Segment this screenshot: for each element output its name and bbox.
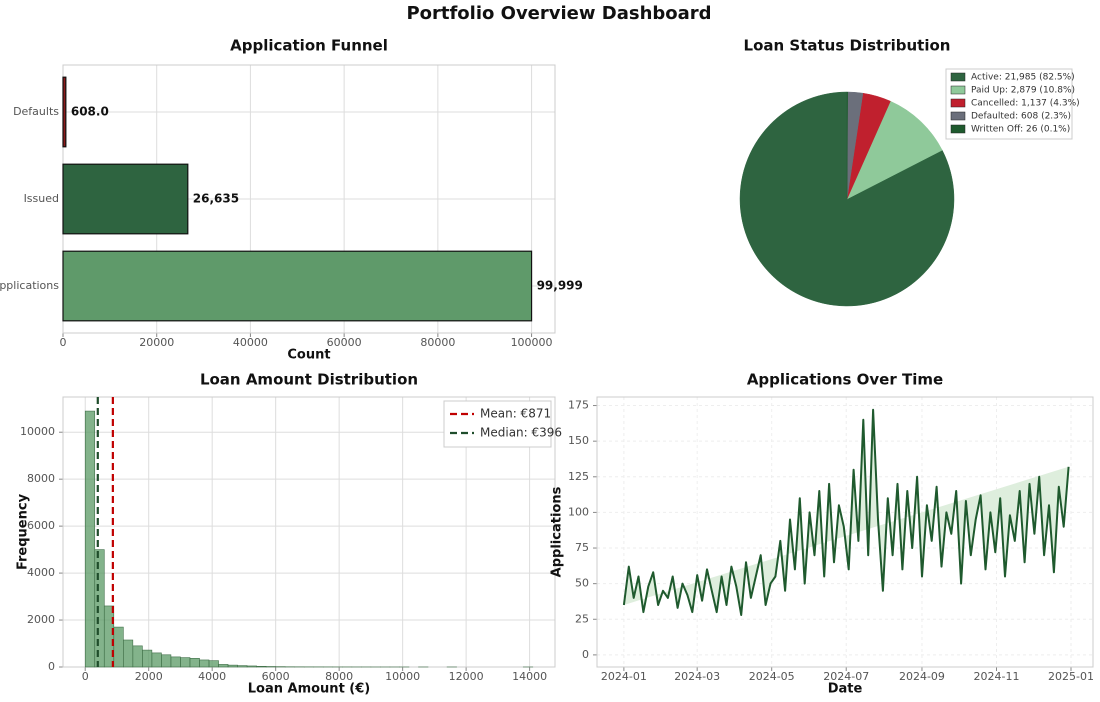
x-tick-label: 60000 <box>327 336 362 349</box>
histogram-bar <box>180 657 191 668</box>
y-tick-label: 10000 <box>20 425 55 438</box>
y-tick-label: 8000 <box>27 472 55 485</box>
pie-slice <box>739 91 955 307</box>
histogram-bar <box>151 652 162 668</box>
x-tick-label: 100000 <box>511 336 553 349</box>
x-tick-label: 8000 <box>325 670 353 683</box>
x-axis-label: Count <box>287 348 330 363</box>
histogram-bar <box>170 656 181 668</box>
x-tick-label: 2024-11 <box>974 670 1020 683</box>
chart-title: Applications Over Time <box>747 371 943 389</box>
x-tick-label: 2024-05 <box>749 670 795 683</box>
y-tick-label: 25 <box>575 612 589 625</box>
x-tick-label: 6000 <box>262 670 290 683</box>
bar <box>62 163 189 235</box>
x-tick-label: 0 <box>82 670 89 683</box>
x-tick-label: 4000 <box>198 670 226 683</box>
histogram-bar <box>227 664 238 668</box>
bar <box>62 76 67 148</box>
histogram-bar <box>161 654 172 668</box>
y-tick-label: 0 <box>48 660 55 673</box>
histogram-bar <box>208 660 219 668</box>
y-tick-label: 125 <box>568 470 589 483</box>
histogram-bar <box>123 639 134 668</box>
legend-swatch <box>950 85 966 95</box>
x-tick-label: 2024-09 <box>899 670 945 683</box>
x-tick-label: 20000 <box>139 336 174 349</box>
legend-label: Cancelled: 1,137 (4.3%) <box>971 99 1080 109</box>
line <box>622 408 1070 616</box>
x-tick-label: 2000 <box>135 670 163 683</box>
x-tick-label: 2024-03 <box>674 670 720 683</box>
y-tick-label: 100 <box>568 505 589 518</box>
legend-label: Median: €396 <box>480 426 562 440</box>
chart-title: Loan Amount Distribution <box>200 371 418 389</box>
x-axis-label: Loan Amount (€) <box>248 682 370 697</box>
histogram-bar <box>142 649 153 668</box>
histogram-bar <box>189 658 200 668</box>
chart-title: Loan Status Distribution <box>744 37 951 55</box>
x-tick-label: 0 <box>60 336 67 349</box>
y-axis-label: Frequency <box>16 493 31 570</box>
histogram-bar <box>237 665 248 668</box>
value-label: 99,999 <box>537 279 583 293</box>
legend-label: Defaulted: 608 (2.3%) <box>971 112 1071 122</box>
x-tick-label: 12000 <box>449 670 484 683</box>
pie-slice <box>846 100 943 200</box>
y-tick-label: 4000 <box>27 566 55 579</box>
histogram-bar <box>103 605 115 668</box>
pie-slice <box>846 91 848 200</box>
y-tick-label: 150 <box>568 434 589 447</box>
histogram-bar <box>218 664 229 668</box>
chart-title: Application Funnel <box>230 37 388 55</box>
x-tick-label: 2025-01 <box>1048 670 1094 683</box>
y-tick-label: Applications <box>0 279 59 292</box>
bar <box>62 250 533 322</box>
x-tick-label: 80000 <box>420 336 455 349</box>
histogram-bar <box>132 645 143 668</box>
x-tick-label: 10000 <box>385 670 420 683</box>
histogram-bar <box>94 549 105 668</box>
y-tick-label: 50 <box>575 577 589 590</box>
legend-label: Active: 21,985 (82.5%) <box>971 73 1075 83</box>
y-tick-label: 2000 <box>27 613 55 626</box>
legend-box <box>945 68 1073 140</box>
legend-box <box>443 400 552 448</box>
y-tick-label: 175 <box>568 399 589 412</box>
legend-label: Mean: €871 <box>480 407 551 421</box>
y-axis-label: Applications <box>550 486 565 577</box>
y-tick-label: 6000 <box>27 519 55 532</box>
histogram-bar <box>84 410 96 668</box>
legend-label: Written Off: 26 (0.1%) <box>971 125 1070 135</box>
x-tick-label: 14000 <box>512 670 547 683</box>
x-axis-label: Date <box>828 682 863 697</box>
plot-frame <box>596 396 1094 668</box>
legend-swatch <box>950 111 966 121</box>
legend-label: Paid Up: 2,879 (10.8%) <box>971 86 1075 96</box>
histogram-bar <box>246 665 257 668</box>
y-tick-label: Defaults <box>13 105 59 118</box>
dashboard-title: Portfolio Overview Dashboard <box>406 3 711 24</box>
value-label: 608.0 <box>71 104 109 118</box>
value-label: 26,635 <box>193 192 239 206</box>
y-tick-label: 75 <box>575 541 589 554</box>
x-tick-label: 2024-01 <box>601 670 647 683</box>
x-tick-label: 40000 <box>233 336 268 349</box>
legend-swatch <box>950 124 966 134</box>
histogram-bar <box>113 626 124 668</box>
x-tick-label: 2024-07 <box>823 670 869 683</box>
y-tick-label: 0 <box>582 648 589 661</box>
legend-swatch <box>950 98 966 108</box>
legend-swatch <box>950 72 966 82</box>
histogram-bar <box>256 665 267 668</box>
histogram-bar <box>199 659 210 668</box>
y-tick-label: Issued <box>24 192 59 205</box>
